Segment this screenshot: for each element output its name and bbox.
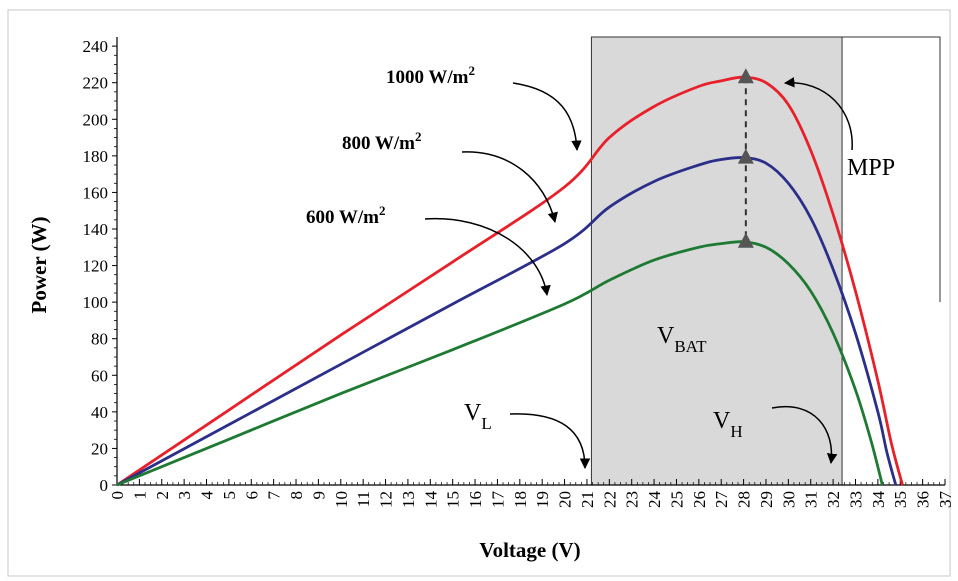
y-tick-label: 180 xyxy=(83,147,109,166)
x-tick-label: 30 xyxy=(779,491,798,508)
y-tick-label: 100 xyxy=(83,293,109,312)
x-tick-label: 28 xyxy=(735,491,754,508)
arrow-800 xyxy=(461,151,558,224)
irradiance-1000-label: 1000 W/m2 xyxy=(386,63,475,88)
x-tick-label: 4 xyxy=(198,491,217,500)
x-tick-label: 35 xyxy=(891,491,910,508)
x-tick-label: 12 xyxy=(377,491,396,508)
x-tick-label: 11 xyxy=(354,491,373,507)
mpp-layer xyxy=(737,68,754,248)
arrow-600 xyxy=(424,217,551,297)
x-tick-label: 6 xyxy=(242,491,261,500)
y-tick-label: 80 xyxy=(91,330,108,349)
x-tick-label: 5 xyxy=(220,491,239,500)
x-tick-label: 21 xyxy=(578,491,597,508)
y-tick-label: 40 xyxy=(91,403,108,422)
vl-label: VL xyxy=(464,400,492,433)
vh-label: VH xyxy=(713,408,743,441)
arrow-vh xyxy=(771,405,838,465)
arrow-mpp xyxy=(783,77,853,151)
x-tick-label: 1 xyxy=(130,491,149,500)
x-tick-label: 20 xyxy=(556,491,575,508)
x-tick-label: 32 xyxy=(824,491,843,508)
x-tick-label: 15 xyxy=(444,491,463,508)
x-tick-label: 9 xyxy=(309,491,328,500)
irradiance-600-label: 600 W/m2 xyxy=(306,203,386,228)
mpp-marker xyxy=(737,232,754,248)
x-tick-label: 17 xyxy=(488,491,507,509)
battery-voltage-window xyxy=(590,36,843,486)
x-tick-label: 33 xyxy=(846,491,865,508)
series-line-0 xyxy=(116,75,904,487)
irradiance-800-label: 800 W/m2 xyxy=(342,129,422,154)
arrow-vl xyxy=(509,413,591,470)
series-line-2 xyxy=(116,240,884,487)
y-axis-title: Power (W) xyxy=(27,217,51,314)
x-tick-label: 2 xyxy=(153,491,172,500)
mpp-label: MPP xyxy=(847,155,895,181)
plot-box-right xyxy=(842,36,941,303)
arrow-1000 xyxy=(512,82,582,152)
x-tick-label: 0 xyxy=(108,491,127,500)
mpp-marker xyxy=(737,68,754,84)
x-tick-label: 37 xyxy=(936,491,955,509)
x-tick-label: 25 xyxy=(667,491,686,508)
series-layer xyxy=(116,75,904,487)
x-tick-label: 24 xyxy=(645,491,664,509)
x-tick-label: 14 xyxy=(421,491,440,509)
x-tick-label: 3 xyxy=(175,491,194,500)
x-tick-label: 22 xyxy=(600,491,619,508)
x-tick-label: 13 xyxy=(399,491,418,508)
y-tick-label: 120 xyxy=(83,257,109,276)
y-tick-label: 240 xyxy=(83,37,109,56)
x-tick-label: 16 xyxy=(466,491,485,508)
y-tick-label: 140 xyxy=(83,220,109,239)
x-tick-label: 36 xyxy=(914,491,933,508)
x-tick-label: 7 xyxy=(265,491,284,500)
x-tick-label: 31 xyxy=(802,491,821,508)
series-line-1 xyxy=(116,156,898,487)
mpp-marker xyxy=(737,148,754,164)
x-tick-label: 10 xyxy=(332,491,351,508)
x-tick-label: 23 xyxy=(623,491,642,508)
x-tick-label: 26 xyxy=(690,491,709,508)
x-tick-label: 34 xyxy=(869,491,888,509)
x-axis-title: Voltage (V) xyxy=(479,538,580,562)
x-tick-label: 27 xyxy=(712,491,731,509)
x-tick-label: 19 xyxy=(533,491,552,508)
y-tick-label: 20 xyxy=(91,439,108,458)
x-tick-label: 8 xyxy=(287,491,306,500)
x-tick-label: 18 xyxy=(511,491,530,508)
y-tick-label: 0 xyxy=(100,476,109,495)
y-tick-label: 60 xyxy=(91,366,108,385)
x-tick-label: 29 xyxy=(757,491,776,508)
y-tick-label: 160 xyxy=(83,183,109,202)
vbat-label: VBAT xyxy=(657,323,707,356)
y-tick-label: 200 xyxy=(83,110,109,129)
y-tick-label: 220 xyxy=(83,74,109,93)
